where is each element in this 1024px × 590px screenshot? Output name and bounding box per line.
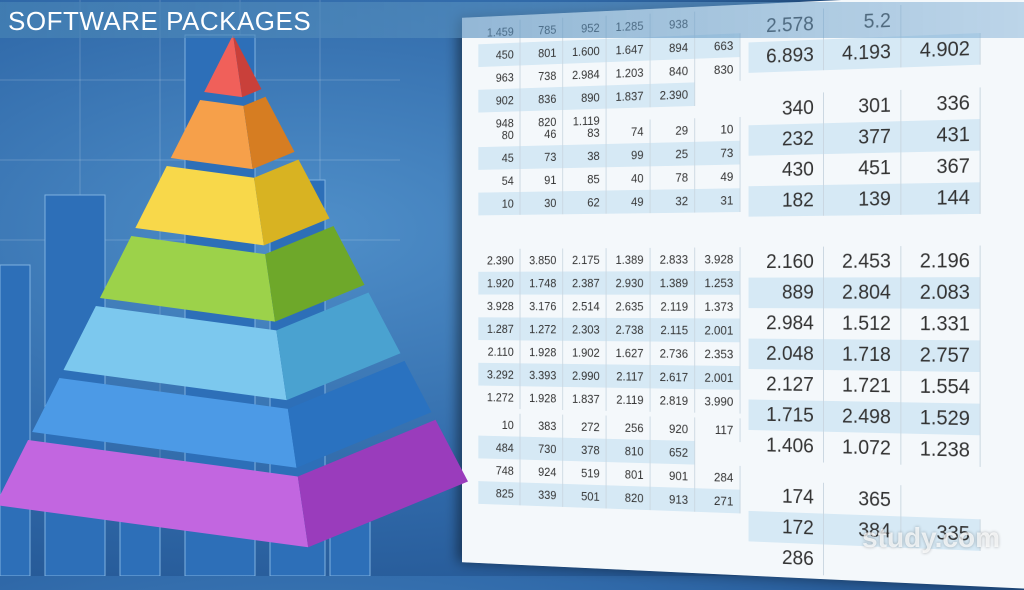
pyramid-layer-front	[99, 236, 276, 322]
watermark: study.com	[862, 522, 1000, 553]
pyramid-layer-front	[32, 378, 297, 468]
pyramid-layer-side	[265, 225, 365, 322]
pyramid-layer-side	[233, 35, 262, 98]
pyramid-layer-front	[0, 440, 309, 548]
slide-title: SOFTWARE PACKAGES	[8, 6, 312, 36]
pyramid-layer-side	[287, 360, 432, 468]
pyramid-layer-side	[297, 419, 468, 548]
title-bar: SOFTWARE PACKAGES	[0, 2, 1024, 38]
pyramid	[0, 35, 468, 548]
pyramid-layer-front	[204, 35, 243, 98]
pyramid-layer-front	[135, 166, 264, 246]
pyramid-layer-front	[170, 100, 253, 170]
pyramid-layer-side	[276, 292, 401, 401]
pyramid-layer-side	[253, 159, 330, 246]
pyramid-layer-side	[243, 96, 295, 170]
pyramid-layer-front	[63, 306, 287, 401]
